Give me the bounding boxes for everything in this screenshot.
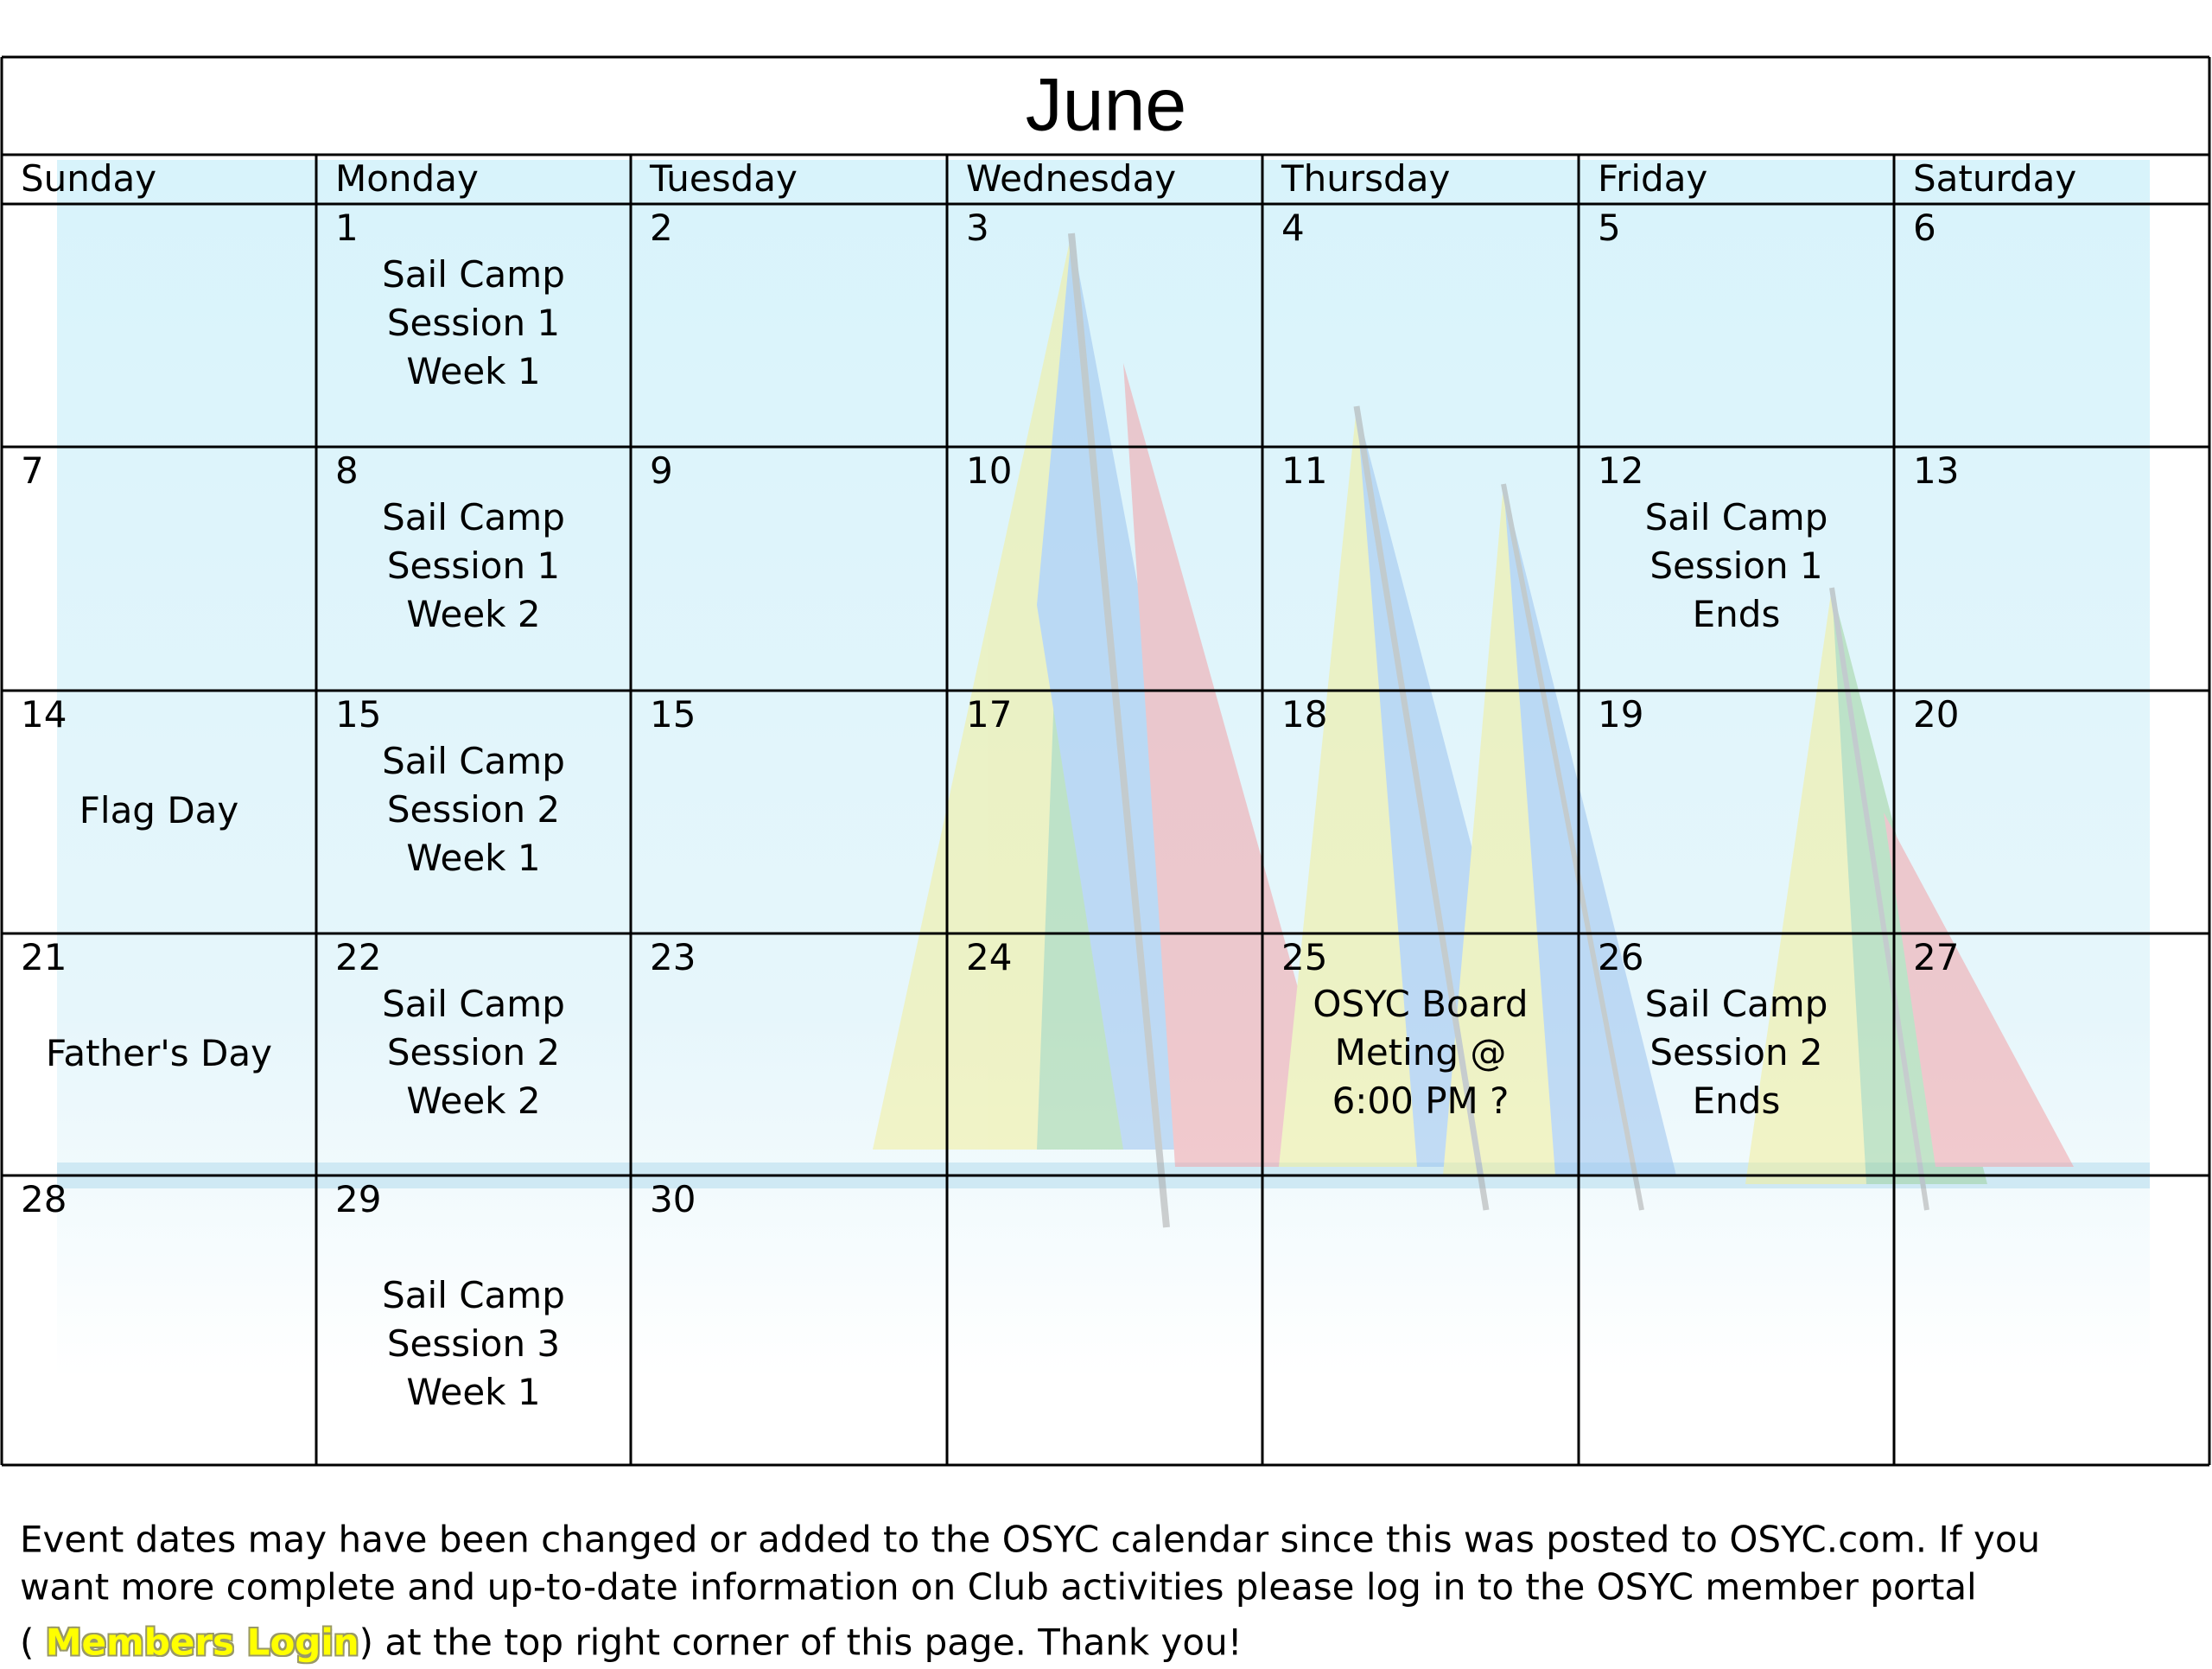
event-text: Session 1	[1649, 545, 1823, 587]
day-number: 9	[650, 449, 673, 492]
day-number: 3	[966, 207, 989, 249]
footer-text: ( Members Login) at the top right corner…	[20, 1621, 1243, 1664]
event-text: Sail Camp	[382, 496, 565, 538]
footer-text: (	[20, 1621, 46, 1664]
event-text: Week 1	[406, 350, 541, 392]
event-text: Week 2	[406, 1080, 541, 1122]
day-number: 12	[1598, 449, 1644, 492]
day-number: 30	[650, 1178, 696, 1220]
day-number: 5	[1598, 207, 1621, 249]
event-text: Session 2	[386, 1031, 561, 1073]
day-number: 14	[21, 693, 67, 736]
day-number: 27	[1913, 936, 1960, 978]
event-text: Meting @	[1334, 1031, 1507, 1073]
day-number: 26	[1598, 936, 1644, 978]
day-number: 6	[1913, 207, 1936, 249]
day-number: 23	[650, 936, 696, 978]
month-title: June	[1025, 63, 1187, 147]
day-number: 20	[1913, 693, 1960, 736]
event-text: Week 1	[406, 837, 541, 879]
event-text: Sail Camp	[382, 253, 565, 296]
event-text: Sail Camp	[382, 983, 565, 1025]
day-header: Tuesday	[650, 157, 798, 200]
day-number: 21	[21, 936, 67, 978]
event-text: Ends	[1692, 593, 1781, 635]
event-text: 6:00 PM ?	[1332, 1080, 1510, 1122]
footer-text: Event dates may have been changed or add…	[20, 1518, 2041, 1561]
event-text: Session 3	[386, 1322, 561, 1365]
day-number: 11	[1281, 449, 1328, 492]
event-text: Sail Camp	[382, 740, 565, 782]
event-text: OSYC Board	[1313, 983, 1529, 1025]
day-number: 29	[335, 1178, 382, 1220]
day-number: 17	[966, 693, 1013, 736]
event-text: Ends	[1692, 1080, 1781, 1122]
day-header: Saturday	[1913, 157, 2077, 200]
day-header: Sunday	[21, 157, 157, 200]
event-text: Father's Day	[46, 1032, 272, 1074]
day-number: 25	[1281, 936, 1328, 978]
day-number: 22	[335, 936, 382, 978]
day-number: 24	[966, 936, 1013, 978]
event-text: Sail Camp	[1644, 983, 1828, 1025]
day-number: 15	[650, 693, 696, 736]
event-text: Flag Day	[79, 789, 239, 831]
event-text: Session 1	[386, 302, 561, 344]
day-number: 18	[1281, 693, 1328, 736]
day-number: 7	[21, 449, 44, 492]
day-number: 13	[1913, 449, 1960, 492]
event-text: Session 1	[386, 545, 561, 587]
event-text: Session 2	[1649, 1031, 1823, 1073]
event-text: Week 2	[406, 593, 541, 635]
day-number: 19	[1598, 693, 1644, 736]
day-number: 15	[335, 693, 382, 736]
footer-text: want more complete and up-to-date inform…	[20, 1565, 1977, 1608]
event-text: Session 2	[386, 788, 561, 831]
day-number: 28	[21, 1178, 67, 1220]
day-header: Monday	[335, 157, 479, 200]
day-number: 8	[335, 449, 359, 492]
event-text: Sail Camp	[382, 1274, 565, 1316]
day-header: Friday	[1598, 157, 1708, 200]
day-number: 2	[650, 207, 673, 249]
members-login-link[interactable]: Members Login	[45, 1621, 359, 1664]
day-number: 10	[966, 449, 1013, 492]
day-header: Wednesday	[966, 157, 1177, 200]
footer-text: ) at the top right corner of this page. …	[359, 1621, 1243, 1664]
day-number: 1	[335, 207, 359, 249]
day-header: Thursday	[1281, 157, 1451, 200]
event-text: Sail Camp	[1644, 496, 1828, 538]
event-text: Week 1	[406, 1371, 541, 1413]
day-number: 4	[1281, 207, 1305, 249]
